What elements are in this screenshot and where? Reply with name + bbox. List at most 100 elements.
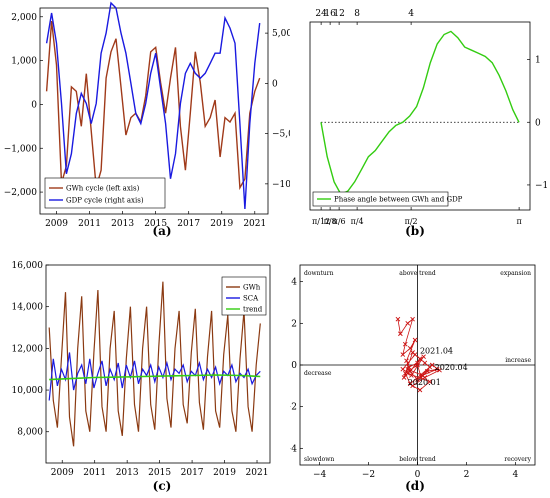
- chart-d-point: [427, 379, 433, 384]
- chart-d-quadrant-label: slowdown: [304, 456, 334, 463]
- chart-a-yright-tick-label: 5,000: [272, 29, 290, 39]
- chart-d-point: [429, 362, 435, 368]
- chart-c-series-line: [49, 374, 261, 381]
- chart-d-ytick-label: 4: [291, 278, 297, 288]
- chart-a-yleft-tick-label: −2,000: [4, 188, 38, 198]
- chart-c-xtick-label: 2021: [246, 468, 269, 478]
- chart-d-point: [422, 360, 428, 366]
- chart-d-point: [401, 375, 407, 380]
- chart-d-quadrant-label: decrease: [304, 370, 332, 377]
- chart-a-series-line: [45, 21, 261, 191]
- chart-a-yright-tick-label: 0: [272, 79, 278, 89]
- chart-d-quadrant-label: recovery: [504, 456, 531, 463]
- chart-c-xtick-label: 2009: [51, 468, 74, 478]
- chart-a-frame: [39, 7, 269, 215]
- chart-b-legend-box: [312, 191, 449, 207]
- chart-d-ytick-label: −2: [290, 403, 297, 413]
- chart-d-point: [437, 367, 442, 373]
- chart-d-point: [398, 331, 403, 337]
- chart-c-xtick-label: 2013: [116, 468, 139, 478]
- chart-b-ytick-label: −1: [535, 181, 548, 191]
- chart-d-point: [415, 377, 420, 382]
- chart-d-xtick-label: 0: [415, 470, 421, 480]
- chart-d-ytick-label: 2: [291, 319, 297, 329]
- chart-d-ytick-label: −4: [290, 444, 297, 454]
- chart-a-legend-label: GDP cycle (right axis): [66, 197, 144, 205]
- chart-a-plot: 2009 2011 2013 2015 2017 2019 2021 2,000 1,000 0 −…: [4, 1, 290, 229]
- chart-a-xtick-label: 2011: [78, 219, 101, 229]
- chart-b-top-tick-label: 12: [333, 9, 344, 19]
- chart-b-ytick-label: 0: [535, 118, 541, 128]
- chart-a-yright-tick-label: −5,000: [272, 130, 290, 140]
- chart-d-point: [417, 356, 423, 362]
- chart-c-plot: 2009 2011 2013 2015 2017 2019 2021 16,000 14,000…: [12, 261, 271, 478]
- chart-b-series-line: [320, 30, 520, 196]
- chart-a-xtick-label: 2013: [111, 219, 134, 229]
- chart-d-annotation: 2021.04: [420, 347, 453, 356]
- chart-d-point: [400, 352, 406, 357]
- chart-c-ytick-label: 16,000: [12, 261, 44, 271]
- chart-c-frame: [45, 264, 271, 464]
- chart-a-legend-box: [44, 177, 166, 209]
- chart-d-point: [395, 316, 401, 322]
- chart-c-ytick-label: 8,000: [17, 428, 43, 438]
- caption-c: (c): [152, 479, 172, 493]
- chart-c-legend-label: trend: [243, 306, 263, 314]
- chart-d-point: [415, 362, 420, 368]
- chart-c-xtick-label: 2011: [83, 468, 106, 478]
- caption-d: (d): [405, 479, 425, 493]
- chart-c: 2009 2011 2013 2015 2017 2019 2021 16,000 14,000…: [12, 261, 271, 478]
- chart-d-quadrant-label: above trend: [399, 270, 436, 277]
- chart-b-top-tick-label: 24: [315, 9, 327, 19]
- chart-a-yleft-tick-label: 0: [31, 100, 37, 110]
- chart-d-xtick-label: −4: [313, 470, 327, 480]
- caption-b: (b): [405, 224, 425, 238]
- chart-d-quadrant-label: expansion: [500, 270, 531, 277]
- chart-a-yleft-tick-label: 2,000: [11, 13, 37, 23]
- chart-b-xtick-label: π/4: [351, 217, 364, 226]
- chart-d-xtick-label: 4: [513, 470, 519, 480]
- chart-d-point: [400, 366, 406, 372]
- chart-a-yright-tick-label: −10,000: [272, 180, 290, 190]
- chart-a-xtick-label: 2015: [144, 219, 167, 229]
- chart-a-xtick-label: 2009: [45, 219, 68, 229]
- chart-a-yleft-tick-label: 1,000: [11, 57, 37, 67]
- chart-c-ytick-label: 14,000: [12, 303, 44, 313]
- chart-d-point: [409, 373, 414, 378]
- chart-b-xtick-label: π/2: [405, 217, 418, 226]
- chart-b-ytick-label: 1: [535, 56, 541, 66]
- chart-d-point: [404, 358, 409, 364]
- chart-b-top-tick-label: 8: [354, 9, 360, 19]
- chart-d-point: [412, 352, 418, 357]
- chart-c-legend-label: SCA: [243, 295, 259, 303]
- chart-d-point: [418, 375, 424, 380]
- caption-a: (a): [152, 224, 172, 238]
- chart-d-annotation: 2020.04: [435, 363, 468, 372]
- chart-c-xtick-label: 2017: [181, 468, 204, 478]
- chart-d-point: [402, 341, 408, 347]
- chart-b-frame: [309, 21, 531, 211]
- chart-b-xtick-label: π/6: [333, 217, 346, 226]
- chart-a-series-line: [45, 1, 261, 210]
- chart-b-top-tick-label: 4: [408, 9, 414, 19]
- chart-d-point: [422, 375, 428, 380]
- chart-b-xtick-label: π/8: [324, 217, 337, 226]
- chart-d-point: [412, 337, 418, 343]
- chart-d-point: [421, 354, 426, 359]
- chart-b-top-tick-label: 16: [324, 9, 336, 19]
- chart-d-point: [407, 346, 413, 351]
- chart-a: 2009 2011 2013 2015 2017 2019 2021 2,000 1,000 0 −…: [4, 1, 290, 229]
- chart-d-xtick-label: −2: [362, 470, 375, 480]
- chart-d-xtick-label: 2: [464, 470, 470, 480]
- chart-c-ytick-label: 10,000: [12, 386, 44, 396]
- chart-d-quadrant-label: downturn: [304, 270, 334, 277]
- chart-d-point: [405, 371, 411, 376]
- chart-a-xtick-label: 2017: [177, 219, 200, 229]
- chart-d-point: [405, 321, 411, 326]
- chart-d-point: [406, 364, 412, 370]
- chart-c-legend-label: GWh: [243, 284, 261, 292]
- chart-d-annotation: 2020.01: [408, 378, 441, 387]
- chart-d-point: [410, 383, 415, 389]
